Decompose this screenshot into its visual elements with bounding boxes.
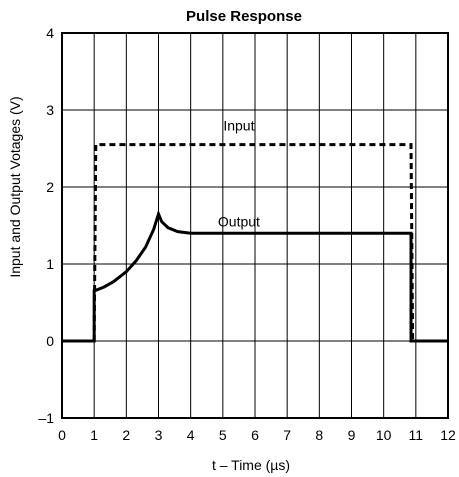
output-series-line <box>62 209 448 343</box>
y-tick-label: 0 <box>46 333 54 349</box>
x-tick-label: 2 <box>122 427 130 443</box>
x-tick-label: 8 <box>315 427 323 443</box>
output-annotation-label: Output <box>218 214 260 230</box>
input-series-line <box>92 143 415 342</box>
x-tick-label: 3 <box>155 427 163 443</box>
y-tick-label: –1 <box>38 410 54 426</box>
chart-title: Pulse Response <box>186 8 302 25</box>
x-tick-label: 11 <box>409 427 424 443</box>
input-annotation-label: Input <box>223 117 254 133</box>
x-tick-label: 10 <box>376 427 392 443</box>
x-tick-label: 4 <box>187 427 195 443</box>
x-tick-label: 7 <box>283 427 291 443</box>
plot-frame <box>61 32 449 419</box>
x-axis-title: t – Time (µs) <box>212 457 290 473</box>
grid-lines <box>62 33 448 418</box>
x-tick-label: 9 <box>348 427 356 443</box>
x-tick-label: 5 <box>219 427 227 443</box>
y-tick-label: 1 <box>46 256 54 272</box>
y-tick-label: 4 <box>46 25 54 41</box>
annotations: Input Output <box>218 117 260 229</box>
y-tick-label: 2 <box>46 179 54 195</box>
y-axis-title: Input and Output Votages (V) <box>7 96 23 277</box>
x-tick-label: 6 <box>251 427 259 443</box>
x-tick-label: 0 <box>58 427 66 443</box>
y-tick-label: 3 <box>46 102 54 118</box>
series-layer <box>62 143 448 343</box>
x-tick-label: 12 <box>440 427 456 443</box>
x-tick-label: 1 <box>90 427 98 443</box>
